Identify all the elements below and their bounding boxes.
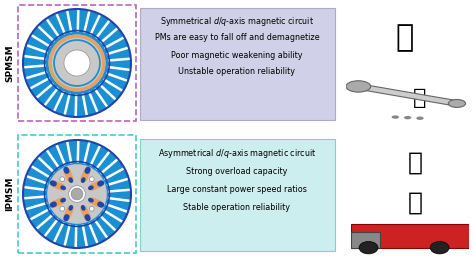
Circle shape	[64, 50, 90, 76]
Polygon shape	[358, 84, 457, 106]
FancyBboxPatch shape	[140, 139, 335, 251]
Circle shape	[392, 115, 399, 119]
Text: 🔧: 🔧	[413, 88, 427, 108]
Circle shape	[71, 188, 83, 200]
Circle shape	[60, 177, 64, 182]
Text: PMs are easy to fall off and demagnetize: PMs are easy to fall off and demagnetize	[155, 34, 319, 43]
Text: 🏭: 🏭	[396, 23, 414, 52]
Circle shape	[52, 38, 102, 88]
Circle shape	[23, 140, 131, 248]
Circle shape	[48, 35, 106, 92]
Text: Symmetrical $d$/$q$-axis magnetic circuit: Symmetrical $d$/$q$-axis magnetic circui…	[160, 14, 314, 28]
Bar	[351, 232, 380, 248]
Circle shape	[45, 31, 109, 95]
Circle shape	[346, 81, 371, 92]
Circle shape	[404, 116, 411, 119]
Text: SPMSM: SPMSM	[6, 44, 15, 82]
Circle shape	[53, 39, 101, 87]
Circle shape	[55, 41, 99, 85]
Text: Stable operation reliability: Stable operation reliability	[183, 203, 291, 212]
Circle shape	[90, 177, 94, 182]
Text: 🚌: 🚌	[408, 191, 422, 215]
Circle shape	[48, 35, 106, 92]
Circle shape	[359, 241, 378, 254]
Text: 🚕: 🚕	[408, 151, 422, 175]
Text: Unstable operation reliability: Unstable operation reliability	[179, 68, 295, 77]
Circle shape	[60, 206, 64, 211]
Text: Asymmetrical $d$/$q$-axis magnetic circuit: Asymmetrical $d$/$q$-axis magnetic circu…	[158, 147, 316, 159]
Circle shape	[416, 117, 424, 120]
Bar	[351, 224, 469, 248]
Circle shape	[69, 186, 85, 202]
Circle shape	[47, 164, 107, 224]
Text: Large constant power speed ratios: Large constant power speed ratios	[167, 184, 307, 194]
FancyBboxPatch shape	[140, 8, 335, 120]
Circle shape	[90, 206, 94, 211]
Text: IPMSM: IPMSM	[6, 177, 15, 211]
Text: Poor magnetic weakening ability: Poor magnetic weakening ability	[171, 51, 303, 60]
Circle shape	[448, 100, 465, 107]
Text: Strong overload capacity: Strong overload capacity	[186, 166, 288, 175]
Circle shape	[45, 162, 109, 227]
Circle shape	[23, 9, 131, 117]
Circle shape	[430, 241, 449, 254]
